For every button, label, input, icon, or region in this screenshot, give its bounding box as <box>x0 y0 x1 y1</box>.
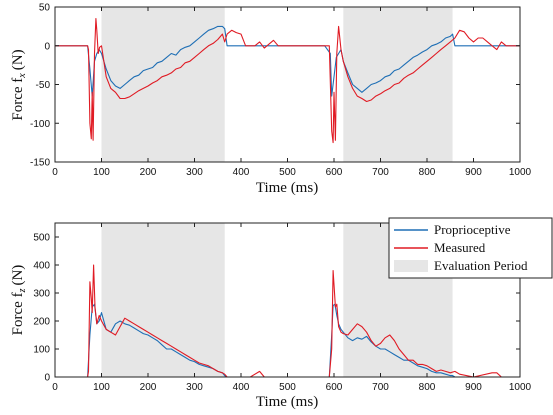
top-x-tick-label: 0 <box>52 167 58 178</box>
bottom-x-tick-label: 1000 <box>509 382 532 393</box>
top-x-ticks: 0 100 200 300 400 500 600 700 800 900 1000 <box>52 7 532 178</box>
top-x-tick-label: 600 <box>326 167 343 178</box>
bottom-y-tick-label: 400 <box>33 261 50 272</box>
top-x-tick-label: 300 <box>186 167 203 178</box>
bottom-x-ticks: 0 100 200 300 400 500 600 700 800 900 1000 <box>52 223 532 393</box>
top-y-axis-title-main: Force f <box>10 78 26 121</box>
top-y-tick-label: -50 <box>36 80 51 91</box>
top-y-tick-label: 50 <box>39 3 51 14</box>
bottom-x-tick-label: 500 <box>279 382 296 393</box>
top-x-tick-label: 400 <box>233 167 250 178</box>
bottom-y-axis-title-main: Force f <box>10 292 26 335</box>
top-series-proprioceptive <box>55 25 520 97</box>
bottom-y-tick-label: 300 <box>33 289 50 300</box>
top-x-tick-label: 100 <box>93 167 110 178</box>
top-y-axis-title-sub: x <box>17 73 28 79</box>
bottom-x-tick-label: 700 <box>372 382 389 393</box>
top-x-tick-label: 700 <box>372 167 389 178</box>
bottom-x-tick-label: 400 <box>233 382 250 393</box>
bottom-x-axis-title: Time (ms) <box>256 394 318 410</box>
bottom-y-tick-label: 200 <box>33 317 50 328</box>
top-x-axis-title: Time (ms) <box>256 180 318 196</box>
legend: Proprioceptive Measured Evaluation Perio… <box>388 217 553 279</box>
bottom-x-tick-label: 900 <box>465 382 482 393</box>
bottom-x-tick-label: 800 <box>419 382 436 393</box>
top-x-tick-label: 800 <box>419 167 436 178</box>
bottom-y-axis-title-sub: z <box>17 288 28 293</box>
legend-label-proprioceptive: Proprioceptive <box>434 222 511 237</box>
bottom-y-ticks: 0 100 200 300 400 500 <box>33 233 520 384</box>
top-evaluation-band-2 <box>343 7 453 162</box>
top-lines <box>55 18 520 144</box>
bottom-y-tick-label: 100 <box>33 345 50 356</box>
top-y-tick-label: -100 <box>30 119 50 130</box>
legend-swatch-evaluation-period <box>394 260 428 272</box>
bottom-x-tick-label: 0 <box>52 382 58 393</box>
top-chart: -150 -100 -50 0 50 0 100 200 300 400 500 600 700 800… <box>10 3 532 197</box>
top-series-measured <box>55 18 520 144</box>
bottom-x-tick-label: 600 <box>326 382 343 393</box>
bottom-y-axis-title-unit: (N) <box>10 265 26 286</box>
bottom-evaluation-band-1 <box>101 223 225 377</box>
top-x-tick-label: 900 <box>465 167 482 178</box>
top-evaluation-bands <box>101 7 453 162</box>
bottom-x-tick-label: 300 <box>186 382 203 393</box>
legend-label-measured: Measured <box>434 240 486 255</box>
bottom-x-tick-label: 200 <box>140 382 157 393</box>
bottom-y-tick-label: 0 <box>44 373 50 384</box>
top-y-axis-title: Force fx (N) <box>10 49 28 120</box>
bottom-y-axis-title: Force fz (N) <box>10 265 28 336</box>
top-y-tick-label: -150 <box>30 158 50 169</box>
legend-label-evaluation-period: Evaluation Period <box>434 258 528 273</box>
bottom-chart: 0 100 200 300 400 500 0 100 200 300 400 500 600 700 8… <box>10 217 553 410</box>
top-x-tick-label: 500 <box>279 167 296 178</box>
top-evaluation-band-1 <box>101 7 225 162</box>
bottom-y-tick-label: 500 <box>33 233 50 244</box>
top-y-tick-label: 0 <box>44 41 50 52</box>
top-y-ticks: -150 -100 -50 0 50 <box>30 3 520 169</box>
top-y-axis-title-unit: (N) <box>10 49 26 70</box>
top-x-tick-label: 1000 <box>509 167 532 178</box>
top-x-tick-label: 200 <box>140 167 157 178</box>
bottom-series-measured <box>55 264 520 378</box>
bottom-x-tick-label: 100 <box>93 382 110 393</box>
